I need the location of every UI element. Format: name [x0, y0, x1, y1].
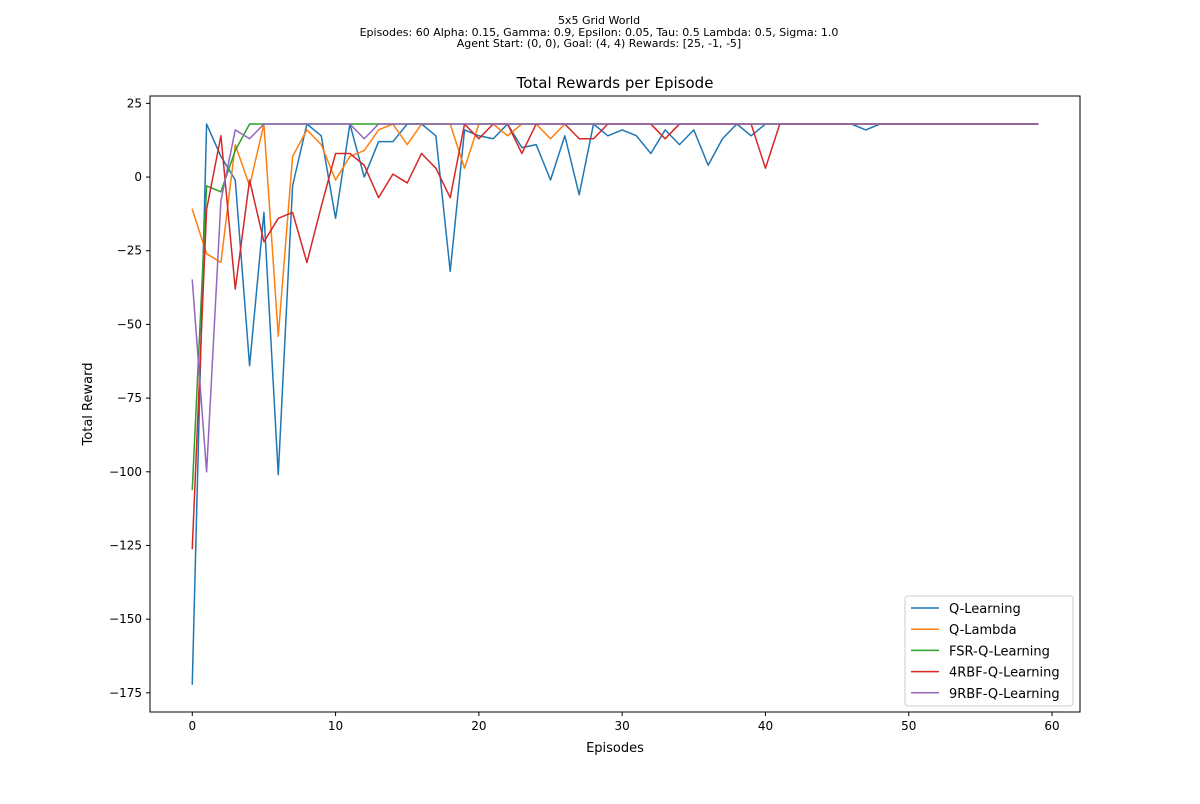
- x-tick-label: 20: [471, 719, 486, 733]
- y-tick-label: −50: [117, 317, 142, 331]
- legend-label: FSR-Q-Learning: [949, 644, 1050, 659]
- legend-label: 4RBF-Q-Learning: [949, 666, 1060, 681]
- y-tick-label: −175: [109, 686, 142, 700]
- x-tick-label: 10: [328, 719, 343, 733]
- y-tick-label: −25: [117, 244, 142, 258]
- legend-label: Q-Learning: [949, 602, 1021, 617]
- legend-frame: [904, 595, 1074, 707]
- suptitle-line-3: Agent Start: (0, 0), Goal: (4, 4) Reward…: [457, 37, 741, 50]
- x-axis-ticks: 0 10 20 30 40 50 60: [188, 712, 1060, 733]
- series-line-5: [191, 123, 1039, 473]
- y-tick-label: −100: [109, 465, 142, 479]
- y-axis-label: Total Reward: [81, 363, 96, 447]
- chart-title: Total Rewards per Episode: [516, 74, 714, 92]
- y-tick-label: −125: [109, 538, 142, 552]
- x-axis-label: Episodes: [586, 741, 644, 756]
- x-tick-label: 30: [615, 719, 630, 733]
- y-tick-label: −150: [109, 612, 142, 626]
- series-layer: [191, 123, 1039, 685]
- x-tick-label: 60: [1044, 719, 1059, 733]
- suptitle-line-1: 5x5 Grid World: [558, 14, 640, 27]
- legend-label: Q-Lambda: [949, 623, 1017, 638]
- legend: Q-Learning Q-Lambda FSR-Q-Learning 4RBF-Q-L…: [904, 595, 1074, 707]
- legend-label: 9RBF-Q-Learning: [949, 687, 1060, 702]
- x-tick-label: 0: [188, 719, 196, 733]
- y-tick-label: 0: [134, 170, 142, 184]
- plot-frame: [149, 95, 1081, 713]
- suptitle-line-2: Episodes: 60 Alpha: 0.15, Gamma: 0.9, Ep…: [360, 26, 839, 39]
- y-axis-ticks: 25 0 −25 −50 −75 −100 −125 −150 −175: [109, 96, 150, 700]
- x-tick-label: 50: [901, 719, 916, 733]
- y-tick-label: 25: [127, 96, 142, 110]
- x-tick-label: 40: [758, 719, 773, 733]
- y-tick-label: −75: [117, 391, 142, 405]
